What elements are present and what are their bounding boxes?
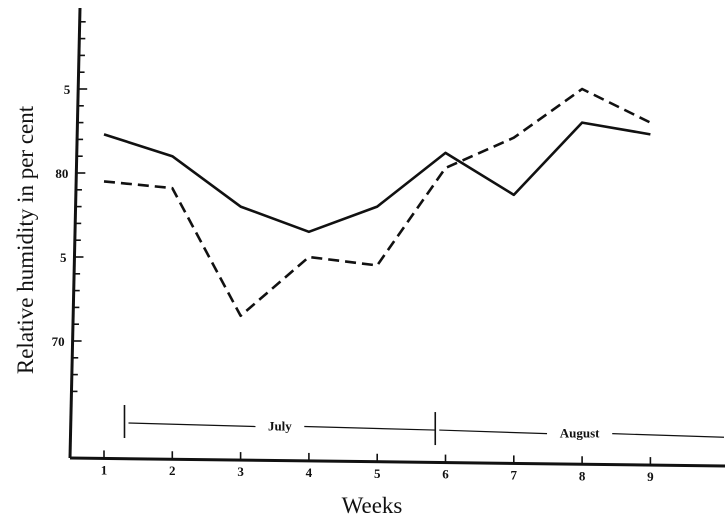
- x-tick-label: 6: [442, 467, 449, 482]
- month-annotations: July August: [123, 405, 725, 446]
- month-label: August: [560, 426, 600, 441]
- x-tick-label: 9: [647, 469, 654, 484]
- y-axis-title: Relative humidity in per cent: [13, 105, 38, 374]
- x-tick-label: 7: [511, 467, 518, 482]
- month-span-line-right: [304, 425, 436, 431]
- y-tick-label: 5: [60, 250, 67, 265]
- month-span-line-left: [128, 422, 256, 428]
- y-ticks: 70 5 80 5: [52, 20, 88, 393]
- y-tick-label: 5: [64, 82, 71, 97]
- month-span-line-left: [439, 429, 548, 435]
- axes: [68, 7, 725, 468]
- x-tick-label: 3: [237, 464, 244, 479]
- y-axis: [68, 7, 82, 459]
- x-axis: [69, 456, 725, 468]
- x-tick-label: 8: [579, 468, 586, 483]
- y-tick-label: 80: [55, 166, 68, 181]
- x-tick-label: 5: [374, 466, 381, 481]
- x-tick-label: 4: [306, 465, 313, 480]
- x-ticks: 1 2 3 4 5 6 7 8 9: [101, 450, 654, 484]
- month-label: July: [268, 419, 292, 434]
- x-tick-label: 1: [101, 462, 108, 477]
- y-tick-label: 70: [52, 334, 65, 349]
- series-line-dashed: [103, 87, 651, 318]
- x-tick-label: 2: [169, 463, 176, 478]
- series-layer: [103, 87, 651, 318]
- series-line-solid: [103, 121, 651, 234]
- x-axis-title: Weeks: [342, 493, 403, 518]
- month-span-line-right: [612, 433, 725, 438]
